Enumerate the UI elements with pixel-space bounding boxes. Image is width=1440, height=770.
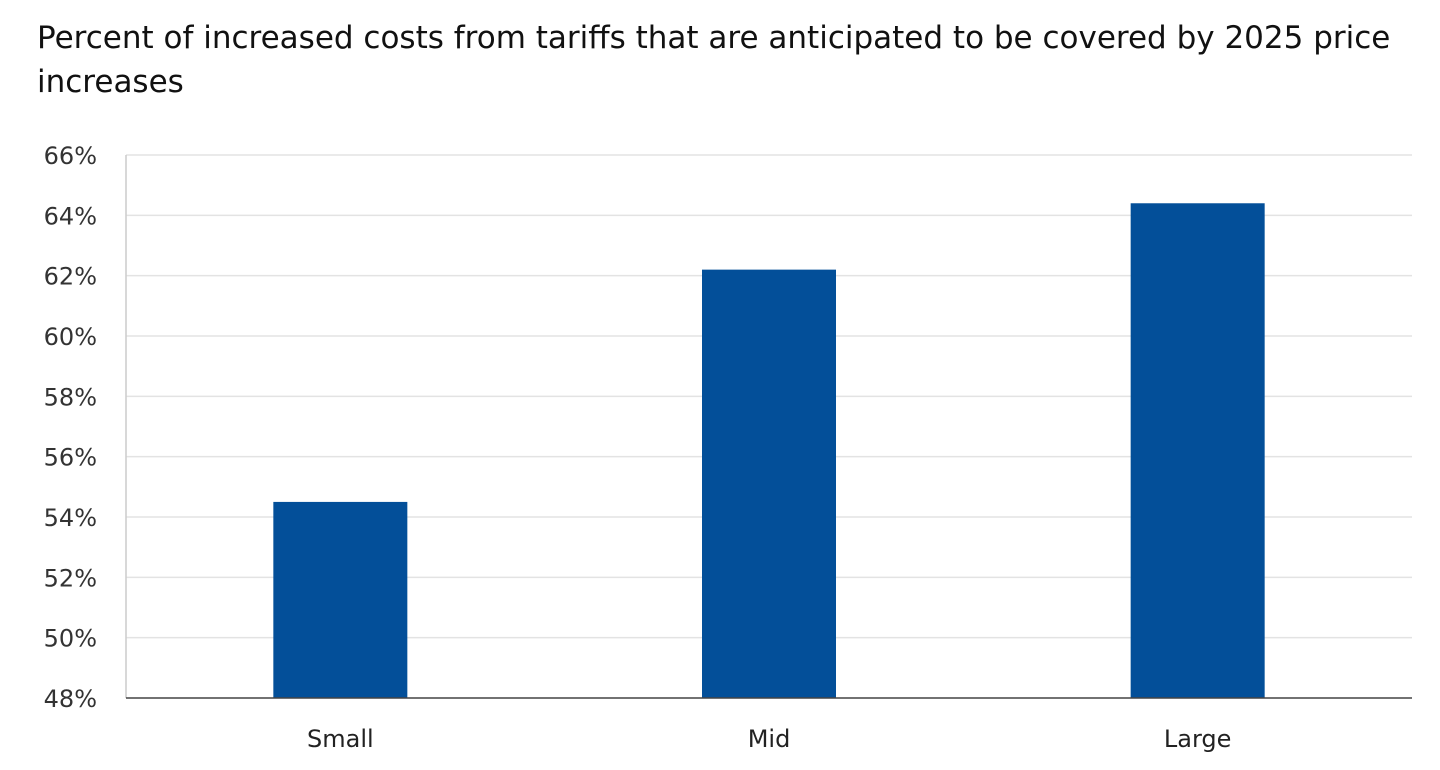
y-tick-label: 48% bbox=[44, 685, 97, 713]
bar-small bbox=[273, 501, 408, 698]
bar-large bbox=[1130, 203, 1265, 698]
y-tick-label: 66% bbox=[44, 142, 97, 170]
y-tick-label: 58% bbox=[44, 383, 97, 411]
y-tick-label: 62% bbox=[44, 263, 97, 291]
y-tick-label: 60% bbox=[44, 323, 97, 351]
y-tick-label: 54% bbox=[44, 504, 97, 532]
x-tick-label: Small bbox=[307, 725, 374, 753]
bar-mid bbox=[702, 269, 836, 698]
x-tick-label: Mid bbox=[748, 725, 791, 753]
y-tick-label: 50% bbox=[44, 625, 97, 653]
y-tick-label: 52% bbox=[44, 564, 97, 592]
chart-title: Percent of increased costs from tariffs … bbox=[37, 20, 1391, 100]
y-tick-label: 64% bbox=[44, 202, 97, 230]
x-tick-label: Large bbox=[1164, 725, 1232, 753]
y-tick-label: 56% bbox=[44, 444, 97, 472]
